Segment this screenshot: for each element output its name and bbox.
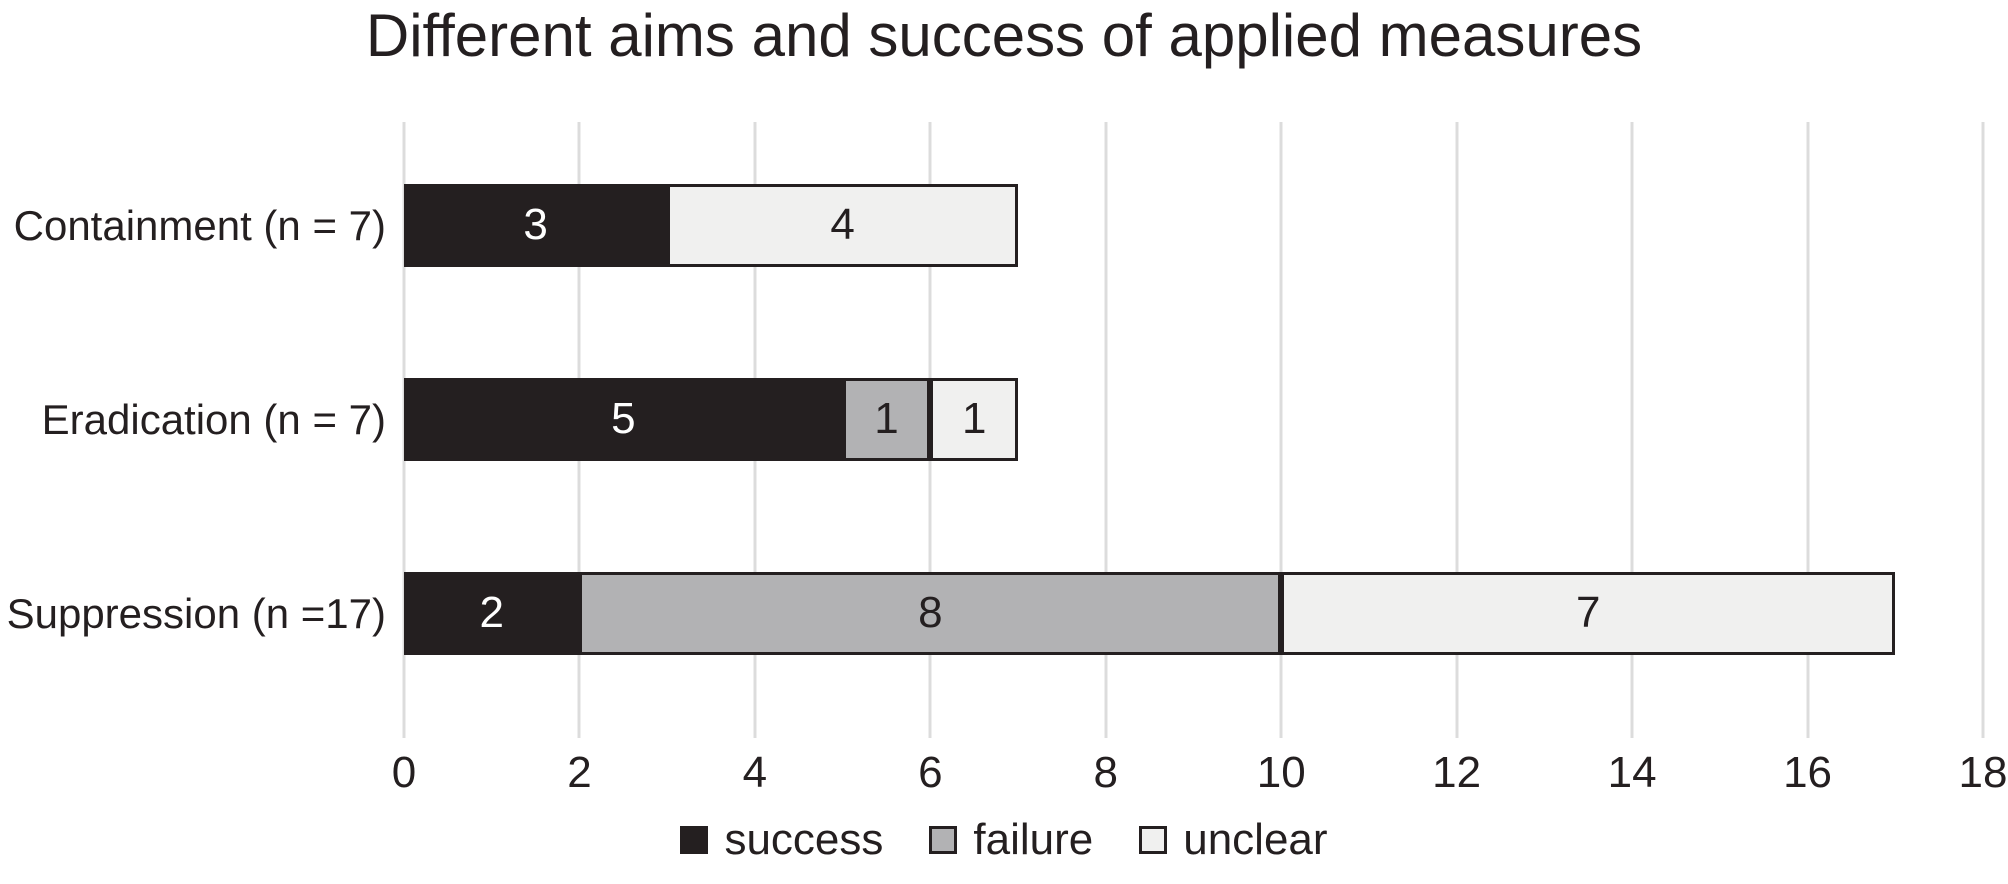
legend-swatch-success: [680, 826, 709, 854]
legend-label: success: [724, 815, 884, 864]
x-tick-label: 18: [1958, 748, 2008, 797]
legend-label: unclear: [1183, 815, 1328, 864]
x-tick-label: 4: [742, 748, 768, 797]
chart-title: Different aims and success of applied me…: [365, 2, 1643, 69]
y-axis-label: Eradication (n = 7): [41, 395, 386, 443]
bar-segment-success: 2: [404, 571, 580, 655]
segment-value-label: 3: [523, 200, 548, 249]
gridline-x-18: [1981, 122, 1985, 738]
legend-swatch-unclear: [1139, 826, 1168, 854]
y-axis-label: Containment (n = 7): [13, 201, 386, 249]
segment-value-label: 8: [918, 588, 943, 637]
legend-label: failure: [973, 815, 1094, 864]
x-tick-label: 6: [918, 748, 943, 797]
segment-value-label: 1: [961, 394, 987, 443]
gridline-x-8: [1104, 122, 1108, 738]
segment-value-label: 5: [611, 394, 636, 443]
gridline-x-14: [1630, 122, 1634, 738]
x-tick-label: 12: [1432, 748, 1482, 797]
bar-row: 2 8 7: [404, 571, 1983, 655]
x-tick-label: 14: [1607, 748, 1657, 797]
x-tick-label: 2: [567, 748, 592, 797]
legend-item-failure: failure: [929, 818, 1093, 862]
legend: success failure unclear: [0, 818, 2008, 862]
legend-swatch-failure: [929, 826, 958, 854]
segment-value-label: 1: [874, 394, 899, 443]
bar-segment-unclear: 1: [930, 377, 1019, 461]
bar-row: 5 1 1: [404, 377, 1983, 461]
x-tick-label: 10: [1256, 748, 1306, 797]
bar-segment-failure: 8: [579, 571, 1282, 655]
x-tick-label: 0: [391, 748, 417, 797]
bar-segment-success: 3: [404, 183, 668, 267]
gridline-x-16: [1806, 122, 1810, 738]
bar-segment-failure: 1: [842, 377, 931, 461]
legend-item-unclear: unclear: [1139, 815, 1328, 864]
segment-value-label: 7: [1576, 588, 1601, 637]
segment-value-label: 2: [479, 588, 504, 637]
gridline-x-12: [1455, 122, 1459, 738]
segment-value-label: 4: [830, 200, 855, 249]
x-tick-label: 8: [1093, 748, 1119, 797]
y-axis-label: Suppression (n =17): [6, 589, 386, 637]
bar-segment-unclear: 7: [1281, 571, 1896, 655]
x-tick-label: 16: [1783, 748, 1833, 797]
legend-item-success: success: [680, 818, 883, 862]
gridline-x-10: [1279, 122, 1283, 738]
bar-segment-unclear: 4: [667, 183, 1019, 267]
bar-segment-success: 5: [404, 377, 843, 461]
